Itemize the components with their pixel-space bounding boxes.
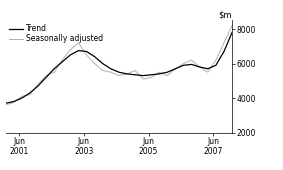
Trend [52,68,56,70]
Trend [214,64,218,66]
Line: Trend: Trend [6,32,232,103]
Trend [69,54,72,56]
Trend [20,97,23,99]
Seasonally adjusted [36,83,40,85]
Seasonally adjusted [44,75,48,77]
Trend [182,64,185,66]
Trend [101,63,104,65]
Seasonally adjusted [77,42,80,44]
Seasonally adjusted [20,95,23,97]
Trend [198,66,201,68]
Seasonally adjusted [12,101,16,103]
Seasonally adjusted [174,68,177,70]
Seasonally adjusted [214,59,218,61]
Trend [44,76,48,78]
Seasonally adjusted [166,75,169,77]
Trend [206,68,209,70]
Line: Seasonally adjusted: Seasonally adjusted [6,26,232,105]
Seasonally adjusted [133,69,137,71]
Seasonally adjusted [52,71,56,73]
Trend [230,31,234,33]
Seasonally adjusted [109,71,112,73]
Trend [133,74,137,76]
Seasonally adjusted [190,59,193,61]
Trend [158,73,161,75]
Trend [12,100,16,103]
Trend [109,68,112,70]
Trend [4,102,7,104]
Trend [36,85,40,87]
Seasonally adjusted [85,54,88,56]
Trend [28,92,32,94]
Trend [61,61,64,63]
Seasonally adjusted [125,73,129,75]
Legend: Trend, Seasonally adjusted: Trend, Seasonally adjusted [9,24,103,43]
Trend [142,75,145,77]
Seasonally adjusted [158,71,161,73]
Trend [85,50,88,53]
Trend [93,56,96,58]
Trend [125,73,129,75]
Trend [77,50,80,52]
Trend [117,71,121,73]
Trend [190,63,193,65]
Seasonally adjusted [230,24,234,27]
Trend [174,68,177,70]
Seasonally adjusted [182,63,185,65]
Trend [166,71,169,73]
Seasonally adjusted [206,71,209,73]
Seasonally adjusted [198,66,201,68]
Seasonally adjusted [149,76,153,78]
Seasonally adjusted [28,94,32,96]
Text: $m: $m [218,10,232,19]
Seasonally adjusted [101,69,104,71]
Seasonally adjusted [4,104,7,106]
Seasonally adjusted [142,78,145,80]
Seasonally adjusted [117,75,121,77]
Seasonally adjusted [69,49,72,51]
Seasonally adjusted [93,63,96,65]
Trend [149,74,153,76]
Trend [222,50,226,53]
Seasonally adjusted [61,59,64,61]
Seasonally adjusted [222,42,226,44]
